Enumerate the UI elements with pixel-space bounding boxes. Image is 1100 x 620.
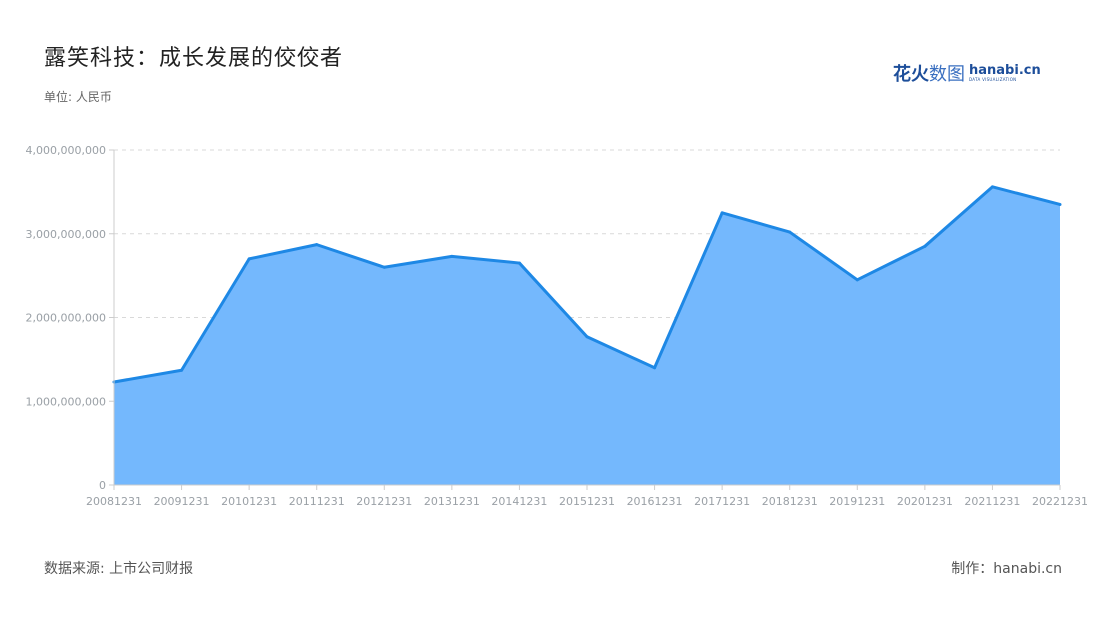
data-point	[923, 244, 927, 248]
data-point	[315, 243, 319, 247]
logo-en-main: hanabi.cn	[969, 63, 1041, 78]
y-tick-label: 0	[99, 479, 106, 492]
data-source: 数据来源: 上市公司财报	[44, 561, 194, 577]
y-tick-label: 4,000,000,000	[26, 144, 106, 157]
chart-title: 露笑科技：成长发展的佼佼者	[44, 46, 344, 71]
x-tick-label: 20181231	[762, 495, 818, 508]
data-point	[517, 261, 521, 265]
x-tick-label: 20171231	[694, 495, 750, 508]
data-point	[653, 366, 657, 370]
data-point	[855, 278, 859, 282]
x-tick-label: 20111231	[289, 495, 345, 508]
logo-cn-text: 花火数图	[893, 60, 965, 86]
logo-cn-light: 数图	[929, 64, 965, 85]
x-tick-label: 20211231	[964, 495, 1020, 508]
data-point	[720, 211, 724, 215]
unit-label: 单位: 人民币	[44, 90, 112, 104]
x-tick-label: 20131231	[424, 495, 480, 508]
logo-en-sub: DATA VISUALIZATION	[969, 77, 1017, 82]
y-tick-label: 1,000,000,000	[26, 395, 106, 408]
brand-logo: 花火数图 hanabi.cn DATA VISUALIZATION	[893, 60, 1041, 86]
data-point	[788, 230, 792, 234]
x-tick-label: 20151231	[559, 495, 615, 508]
x-tick-label: 20141231	[491, 495, 547, 508]
data-point	[990, 185, 994, 189]
x-tick-label: 20121231	[356, 495, 412, 508]
data-point	[585, 335, 589, 339]
x-tick-label: 20201231	[897, 495, 953, 508]
series-area	[114, 186, 1060, 485]
x-tick-label: 20091231	[154, 495, 210, 508]
data-point	[382, 265, 386, 269]
x-tick-label: 20101231	[221, 495, 277, 508]
x-tick-label: 20191231	[829, 495, 885, 508]
data-point	[247, 257, 251, 261]
logo-en-text: hanabi.cn DATA VISUALIZATION	[969, 64, 1041, 82]
data-point	[1058, 202, 1062, 206]
y-tick-label: 3,000,000,000	[26, 228, 106, 241]
x-tick-label: 20081231	[86, 495, 142, 508]
x-tick-label: 20221231	[1032, 495, 1088, 508]
data-point	[180, 368, 184, 372]
x-tick-label: 20161231	[627, 495, 683, 508]
credit-label: 制作：hanabi.cn	[951, 561, 1062, 577]
logo-cn-bold: 花火	[893, 64, 929, 85]
y-tick-label: 2,000,000,000	[26, 312, 106, 325]
data-point	[450, 254, 454, 258]
